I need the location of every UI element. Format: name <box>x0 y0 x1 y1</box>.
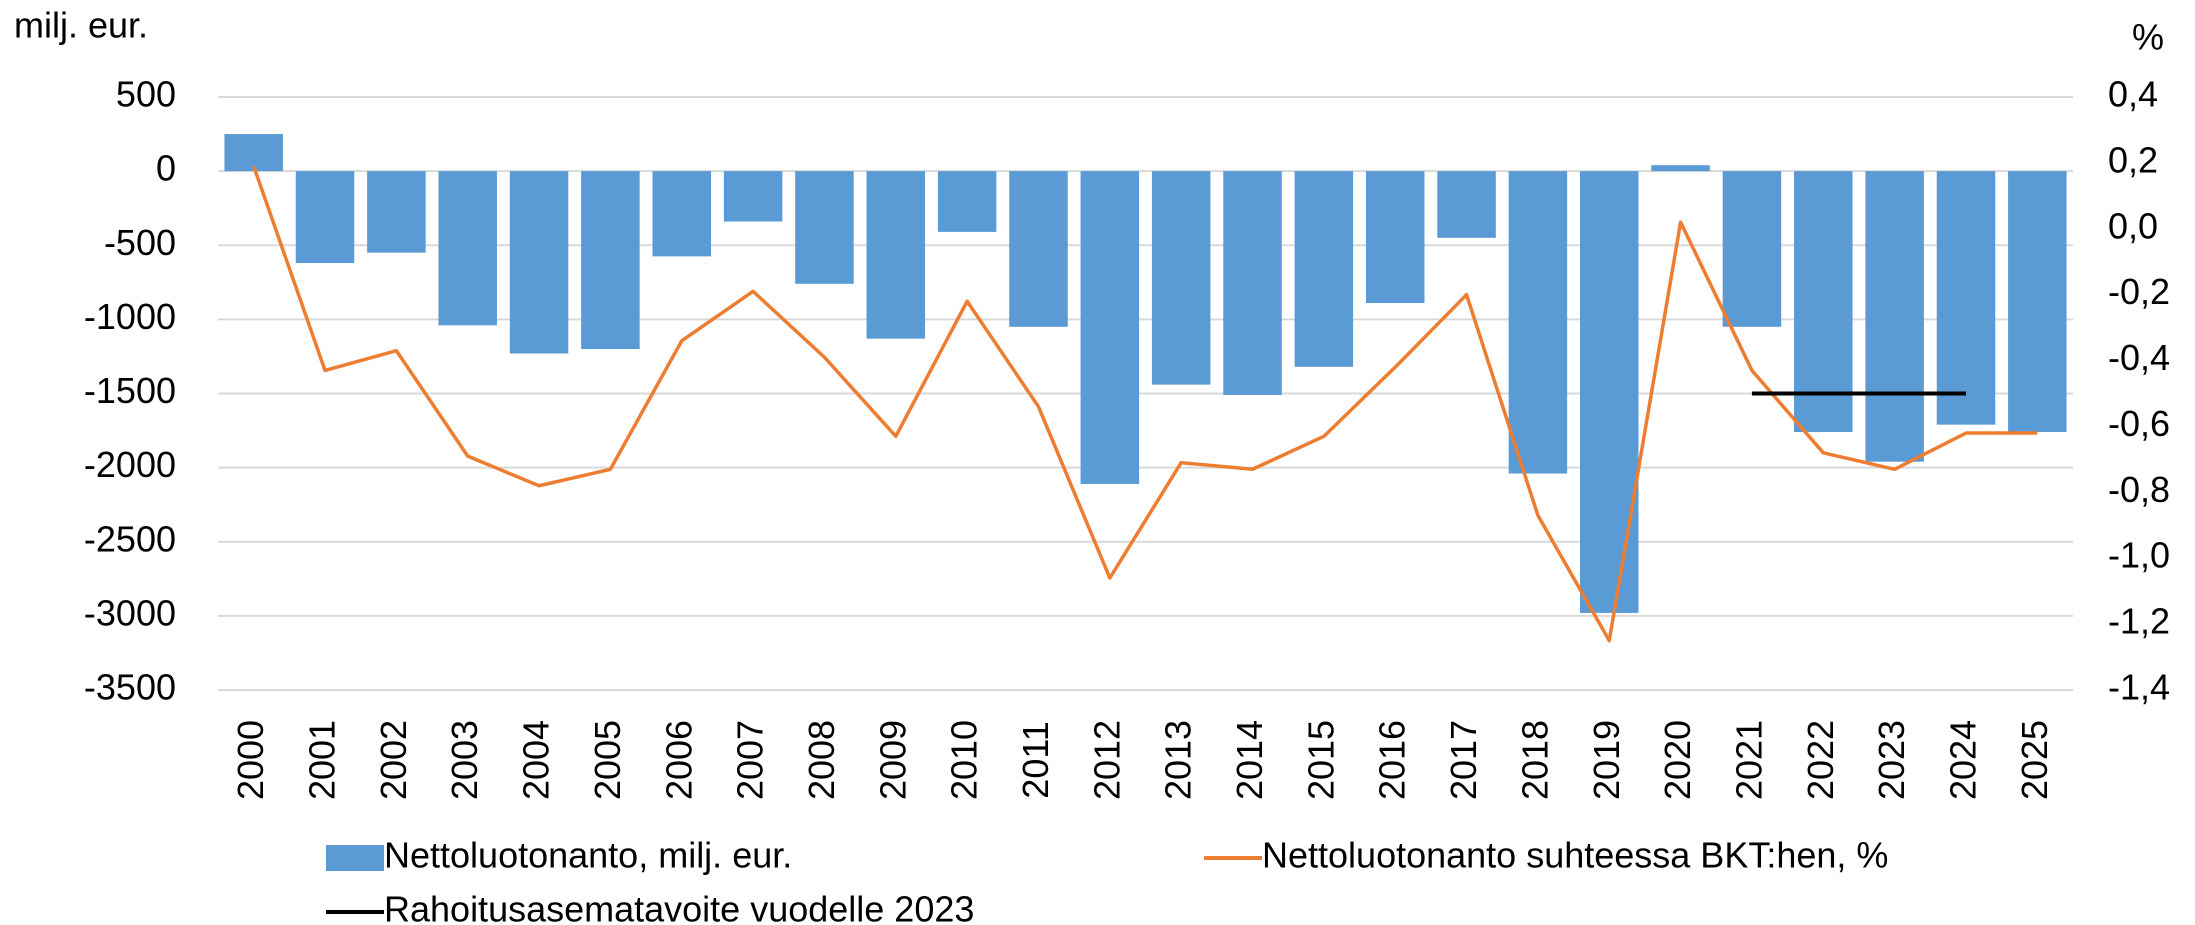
y2-tick-label: 0,4 <box>2108 74 2158 115</box>
y2-tick-label: 0,2 <box>2108 139 2158 180</box>
x-tick-label: 2009 <box>872 720 913 800</box>
y-tick-label: 0 <box>156 148 176 189</box>
y2-tick-label: -0,4 <box>2108 337 2170 378</box>
y-tick-label: -1000 <box>84 296 176 337</box>
y2-tick-label: -1,2 <box>2108 601 2170 642</box>
y-axis-label: milj. eur. <box>14 5 148 46</box>
legend-label: Nettoluotonanto suhteessa BKT:hen, % <box>1262 835 1888 876</box>
y2-axis-label: % <box>2132 17 2164 58</box>
bar <box>866 171 926 339</box>
x-tick-label: 2005 <box>587 720 628 800</box>
bar <box>1437 171 1496 238</box>
y2-tick-label: -1,4 <box>2108 667 2170 708</box>
legend-swatch <box>326 845 384 871</box>
y-tick-label: -2000 <box>84 444 176 485</box>
line <box>252 165 2038 643</box>
x-tick-label: 2002 <box>373 720 414 800</box>
bar <box>1151 171 1211 385</box>
bar <box>1936 171 1996 425</box>
x-tick-label: 2014 <box>1229 720 1270 800</box>
x-tick-label: 2025 <box>2014 720 2055 800</box>
bar <box>1009 171 1068 327</box>
x-tick-label: 2013 <box>1158 720 1199 800</box>
bar <box>2008 171 2067 433</box>
legend-label: Nettoluotonanto, milj. eur. <box>384 835 792 876</box>
y2-tick-label: -0,6 <box>2108 403 2170 444</box>
bar <box>937 171 997 232</box>
x-tick-label: 2008 <box>801 720 842 800</box>
x-tick-label: 2020 <box>1657 720 1698 800</box>
bar <box>1365 171 1425 304</box>
y2-tick-label: -0,8 <box>2108 469 2170 510</box>
x-tick-label: 2021 <box>1728 720 1769 800</box>
bar <box>1223 171 1282 395</box>
y-tick-label: -2500 <box>84 518 176 559</box>
bar <box>1865 171 1924 462</box>
y-tick-label: -3500 <box>84 667 176 708</box>
bar <box>1294 171 1354 367</box>
x-tick-label: 2017 <box>1443 720 1484 800</box>
x-tick-label: 2015 <box>1300 720 1341 800</box>
x-tick-label: 2001 <box>302 720 343 800</box>
y2-tick-label: -0,2 <box>2108 271 2170 312</box>
x-tick-label: 2010 <box>944 720 985 800</box>
x-tick-label: 2019 <box>1586 720 1627 800</box>
y-tick-label: 500 <box>116 74 176 115</box>
bar <box>509 171 569 354</box>
y-tick-label: -3000 <box>84 592 176 633</box>
x-tick-label: 2004 <box>516 720 557 800</box>
x-tick-label: 2022 <box>1800 720 1841 800</box>
y2-tick-label: 0,0 <box>2108 205 2158 246</box>
bar <box>224 134 283 172</box>
bar <box>1651 165 1710 172</box>
bar <box>1579 171 1639 613</box>
bar <box>1794 171 1853 433</box>
x-tick-label: 2016 <box>1372 720 1413 800</box>
bar <box>723 171 783 222</box>
bar <box>581 171 640 350</box>
bar <box>1508 171 1568 474</box>
bar <box>295 171 355 264</box>
bar <box>367 171 426 253</box>
y-tick-label: -1500 <box>84 370 176 411</box>
x-tick-label: 2007 <box>730 720 771 800</box>
bar <box>652 171 712 257</box>
y2-tick-label: -1,0 <box>2108 535 2170 576</box>
x-tick-label: 2012 <box>1086 720 1127 800</box>
y-tick-label: -500 <box>104 222 176 263</box>
x-tick-label: 2018 <box>1514 720 1555 800</box>
bar <box>1722 171 1782 327</box>
bar <box>795 171 854 284</box>
x-tick-label: 2000 <box>230 720 271 800</box>
legend-label: Rahoitusasematavoite vuodelle 2023 <box>384 889 974 925</box>
bar <box>1080 171 1140 484</box>
x-tick-label: 2003 <box>444 720 485 800</box>
x-tick-label: 2023 <box>1871 720 1912 800</box>
x-tick-label: 2006 <box>658 720 699 800</box>
bar <box>438 171 497 326</box>
x-tick-label: 2024 <box>1942 720 1983 800</box>
x-tick-label: 2011 <box>1015 721 1056 798</box>
